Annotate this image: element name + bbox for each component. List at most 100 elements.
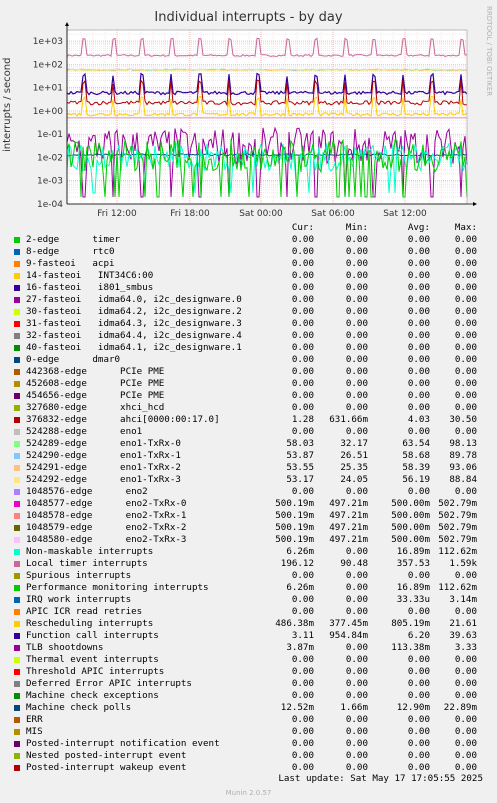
legend-max: 0.00	[454, 258, 477, 269]
legend-max: 0.00	[454, 486, 477, 497]
legend-name: 31-fasteoi idma64.3, i2c_designware.3	[26, 318, 242, 329]
legend-row: 0-edge dmar0 0.00 0.00 0.00 0.00	[0, 354, 497, 366]
legend-row: 14-fasteoi INT34C6:00 0.00 0.00 0.00 0.00	[0, 270, 497, 282]
legend-name: 524289-edge eno1-TxRx-0	[26, 438, 181, 449]
legend-cur: 0.00	[291, 486, 314, 497]
legend-avg: 63.54	[402, 438, 430, 449]
legend-name: 27-fasteoi idma64.0, i2c_designware.0	[26, 294, 242, 305]
legend-max: 0.00	[454, 678, 477, 689]
legend-avg: 56.19	[402, 474, 430, 485]
legend-swatch	[14, 657, 20, 663]
legend-cur: 0.00	[291, 690, 314, 701]
legend-name: Thermal event interrupts	[26, 654, 159, 665]
legend-row: Deferred Error APIC interrupts 0.00 0.00 0.…	[0, 678, 497, 690]
legend-cur: 6.26m	[286, 546, 314, 557]
legend-min: 0.00	[345, 306, 368, 317]
legend-swatch	[14, 333, 20, 339]
column-min: Min:	[345, 222, 368, 233]
legend-max: 88.84	[449, 474, 477, 485]
legend-cur: 0.00	[291, 390, 314, 401]
legend-row: Performance monitoring interrupts 6.26m 0.…	[0, 582, 497, 594]
legend-name: ERR	[26, 714, 43, 725]
legend-name: Function call interrupts	[26, 630, 159, 641]
legend-row: 32-fasteoi idma64.4, i2c_designware.4 0.0…	[0, 330, 497, 342]
legend-row: 452608-edge PCIe PME 0.00 0.00 0.00 0.00	[0, 378, 497, 390]
legend-swatch	[14, 597, 20, 603]
legend-name: Machine check exceptions	[26, 690, 159, 701]
legend-cur: 0.00	[291, 606, 314, 617]
legend-swatch	[14, 501, 20, 507]
legend-avg: 357.53	[396, 558, 430, 569]
y-tick-label: 1e+01	[33, 84, 63, 94]
legend-cur: 500.19m	[275, 498, 314, 509]
legend-swatch	[14, 309, 20, 315]
legend-name: 452608-edge PCIe PME	[26, 378, 165, 389]
legend-min: 24.05	[340, 474, 368, 485]
legend-name: 16-fasteoi i801_smbus	[26, 282, 154, 293]
legend-max: 0.00	[454, 426, 477, 437]
legend-cur: 0.00	[291, 714, 314, 725]
legend-avg: 0.00	[407, 342, 430, 353]
legend-avg: 58.68	[402, 450, 430, 461]
legend-row: 8-edge rtc0 0.00 0.00 0.00 0.00	[0, 246, 497, 258]
legend-min: 0.00	[345, 270, 368, 281]
legend-row: 30-fasteoi idma64.2, i2c_designware.2 0.0…	[0, 306, 497, 318]
legend-row: 31-fasteoi idma64.3, i2c_designware.3 0.0…	[0, 318, 497, 330]
legend-min: 0.00	[345, 666, 368, 677]
legend-max: 0.00	[454, 390, 477, 401]
legend-min: 26.51	[340, 450, 368, 461]
legend-name: Threshold APIC interrupts	[26, 666, 165, 677]
legend-avg: 0.00	[407, 402, 430, 413]
legend-min: 0.00	[345, 318, 368, 329]
legend-swatch	[14, 585, 20, 591]
legend-name: Performance monitoring interrupts	[26, 582, 209, 593]
legend-cur: 0.00	[291, 666, 314, 677]
legend-avg: 0.00	[407, 354, 430, 365]
legend-cur: 0.00	[291, 378, 314, 389]
legend-name: 1048579-edge eno2-TxRx-2	[26, 522, 187, 533]
legend-avg: 805.19m	[391, 618, 430, 629]
legend-swatch	[14, 729, 20, 735]
legend-cur: 0.00	[291, 318, 314, 329]
legend-avg: 0.00	[407, 678, 430, 689]
legend-min: 0.00	[345, 390, 368, 401]
legend-max: 0.00	[454, 282, 477, 293]
legend-min: 0.00	[345, 642, 368, 653]
legend-swatch	[14, 717, 20, 723]
legend-row: 454656-edge PCIe PME 0.00 0.00 0.00 0.00	[0, 390, 497, 402]
legend-row: 9-fasteoi acpi 0.00 0.00 0.00 0.00	[0, 258, 497, 270]
legend-max: 22.89m	[443, 702, 477, 713]
legend-swatch	[14, 453, 20, 459]
legend-cur: 500.19m	[275, 510, 314, 521]
legend-min: 0.00	[345, 714, 368, 725]
legend-name: 32-fasteoi idma64.4, i2c_designware.4	[26, 330, 242, 341]
legend-min: 0.00	[345, 486, 368, 497]
legend-max: 0.00	[454, 726, 477, 737]
legend-row: TLB shootdowns 3.87m 0.00 113.38m 3.33	[0, 642, 497, 654]
legend-row: 1048578-edge eno2-TxRx-1 500.19m 497.21m 50…	[0, 510, 497, 522]
last-update: Last update: Sat May 17 17:05:55 2025	[278, 773, 483, 784]
legend-avg: 6.20	[407, 630, 430, 641]
legend-name: MIS	[26, 726, 43, 737]
legend-row: 524290-edge eno1-TxRx-1 53.87 26.51 58.68 89…	[0, 450, 497, 462]
legend-cur: 0.00	[291, 306, 314, 317]
legend-row: 16-fasteoi i801_smbus 0.00 0.00 0.00 0.00	[0, 282, 497, 294]
legend-swatch	[14, 705, 20, 711]
legend-name: 327680-edge xhci_hcd	[26, 402, 165, 413]
legend-cur: 3.87m	[286, 642, 314, 653]
legend-min: 1.66m	[340, 702, 368, 713]
x-tick-label: Sat 06:00	[311, 209, 355, 219]
legend-name: IRQ work interrupts	[26, 594, 132, 605]
legend-avg: 0.00	[407, 486, 430, 497]
legend-row: Nested posted-interrupt event 0.00 0.00 0.0…	[0, 750, 497, 762]
legend-row: Threshold APIC interrupts 0.00 0.00 0.00 0.0…	[0, 666, 497, 678]
legend-min: 0.00	[345, 402, 368, 413]
legend-row: 376832-edge ahci[0000:00:17.0] 1.28 631.66…	[0, 414, 497, 426]
legend-min: 497.21m	[329, 498, 368, 509]
legend-min: 0.00	[345, 378, 368, 389]
legend-swatch	[14, 429, 20, 435]
legend-swatch	[14, 609, 20, 615]
legend-cur: 0.00	[291, 402, 314, 413]
legend-avg: 0.00	[407, 258, 430, 269]
legend-row: MIS 0.00 0.00 0.00 0.00	[0, 726, 497, 738]
